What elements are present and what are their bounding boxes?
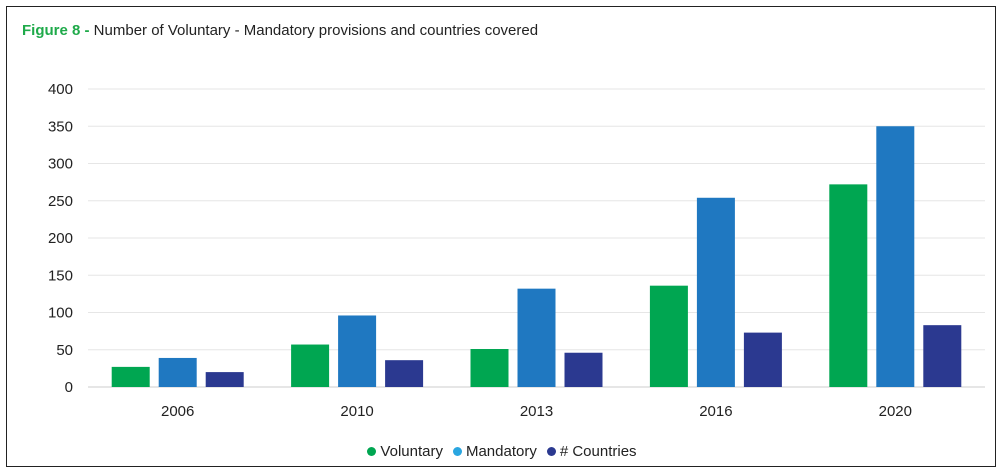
y-tick-label: 300 <box>48 156 73 173</box>
legend-item-countries: # Countries <box>546 443 637 460</box>
chart-title: Figure 8 - Number of Voluntary - Mandato… <box>22 22 538 39</box>
y-tick-label: 0 <box>65 379 73 396</box>
bar-countries-2006 <box>205 372 244 387</box>
x-tick-label: 2013 <box>520 403 553 420</box>
bar-voluntary-2013 <box>470 349 509 387</box>
x-tick-label: 2010 <box>340 403 373 420</box>
y-tick-label: 350 <box>48 118 73 135</box>
bar-voluntary-2020 <box>829 184 868 387</box>
bar-voluntary-2016 <box>649 285 688 387</box>
bar-voluntary-2006 <box>111 366 150 387</box>
bar-countries-2016 <box>743 332 782 387</box>
x-tick-label: 2020 <box>879 403 912 420</box>
bar-mandatory-2020 <box>876 126 915 387</box>
y-tick-label: 250 <box>48 193 73 210</box>
y-tick-label: 200 <box>48 230 73 247</box>
legend-label-voluntary: Voluntary <box>380 443 443 460</box>
countries-swatch-icon <box>546 447 556 456</box>
bars <box>111 126 962 387</box>
bar-mandatory-2016 <box>696 197 735 387</box>
x-tick-label: 2016 <box>699 403 732 420</box>
y-tick-label: 400 <box>48 81 73 98</box>
bar-countries-2020 <box>923 325 962 387</box>
x-axis: 2006 2010 2013 2016 2020 <box>161 403 912 420</box>
legend-label-mandatory: Mandatory <box>465 443 537 460</box>
x-tick-label: 2006 <box>161 403 194 420</box>
bar-voluntary-2010 <box>291 344 330 387</box>
y-tick-label: 150 <box>48 267 73 284</box>
y-tick-label: 50 <box>56 342 73 359</box>
figure-label: Figure 8 - <box>22 22 90 39</box>
legend-item-voluntary: Voluntary <box>367 443 443 460</box>
legend: Voluntary Mandatory # Countries <box>0 443 1004 460</box>
bar-mandatory-2006 <box>158 357 197 387</box>
voluntary-swatch-icon <box>367 447 377 456</box>
legend-item-mandatory: Mandatory <box>452 443 537 460</box>
bar-countries-2013 <box>564 352 603 387</box>
y-tick-label: 100 <box>48 305 73 322</box>
bar-mandatory-2010 <box>338 315 377 387</box>
bar-mandatory-2013 <box>517 288 556 387</box>
y-axis: 0 50 100 150 200 250 300 350 400 <box>48 81 73 396</box>
bar-countries-2010 <box>385 360 424 387</box>
legend-label-countries: # Countries <box>559 443 637 460</box>
figure-caption: Number of Voluntary - Mandatory provisio… <box>89 22 539 39</box>
mandatory-swatch-icon <box>452 447 462 456</box>
